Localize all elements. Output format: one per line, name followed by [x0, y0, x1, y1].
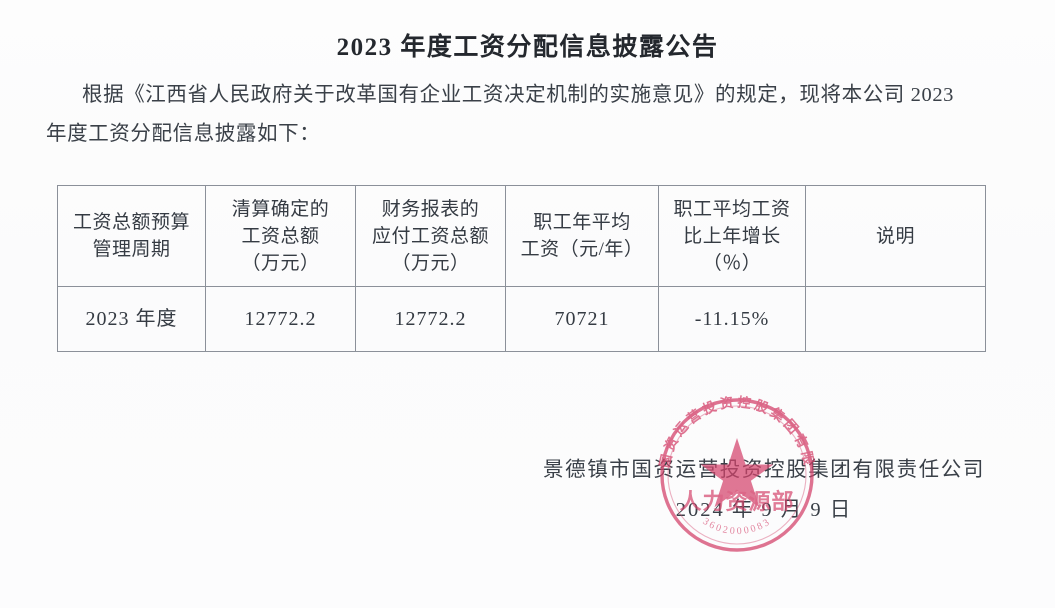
cell-yoy-growth: -11.15%	[658, 286, 806, 352]
paragraph-line-1-text: 根据《江西省人民政府关于改革国有企业工资决定机制的实施意见》的规定，现将本公司 …	[82, 84, 955, 106]
header-text-line: 工资（元/年）	[520, 239, 644, 260]
cell-settled-total-wage: 12772.2	[205, 286, 356, 352]
header-text-line: 工资总额预算	[72, 212, 190, 233]
table-row: 2023 年度 12772.2 12772.2 70721 -11.15%	[57, 286, 986, 352]
header-text-line: （万元）	[241, 252, 320, 274]
signature-company-name: 景德镇市国资运营投资控股集团有限责任公司	[543, 459, 985, 481]
header-text-line: 工资总额	[241, 225, 320, 247]
header-text-line: 职工年平均	[533, 212, 631, 233]
header-cell-budget-period: 工资总额预算 管理周期	[57, 185, 206, 287]
document-title: 2023 年度工资分配信息披露公告	[336, 34, 719, 61]
wage-disclosure-table: 工资总额预算 管理周期 清算确定的 工资总额 （万元） 财务报表的 应付工资总额…	[57, 185, 986, 352]
header-text-line: 说明	[875, 225, 915, 247]
paragraph-line-2: 年度工资分配信息披露如下：	[46, 123, 321, 145]
header-cell-remark: 说明	[805, 185, 986, 287]
header-cell-yoy-growth: 职工平均工资 比上年增长 （％）	[658, 185, 806, 287]
cell-statement-payable-wage: 12772.2	[355, 286, 506, 352]
header-text-line: 财务报表的	[381, 198, 480, 220]
header-text-line: 管理周期	[92, 239, 171, 260]
header-text-line: 清算确定的	[231, 198, 330, 220]
signature-block: 景德镇市国资运营投资控股集团有限责任公司 2024 年 9 月 9 日	[543, 450, 985, 530]
header-text-line: 比上年增长	[683, 225, 781, 247]
signature-date: 2024 年 9 月 9 日	[675, 499, 853, 521]
header-text-line: （％）	[702, 252, 762, 274]
document-paragraph: 根据《江西省人民政府关于改革国有企业工资决定机制的实施意见》的规定，现将本公司 …	[46, 76, 1021, 154]
header-cell-avg-annual-wage: 职工年平均 工资（元/年）	[505, 185, 659, 287]
cell-avg-annual-wage: 70721	[505, 286, 659, 352]
header-text-line: 职工平均工资	[673, 198, 791, 220]
table-header-row: 工资总额预算 管理周期 清算确定的 工资总额 （万元） 财务报表的 应付工资总额…	[57, 185, 986, 287]
cell-budget-period: 2023 年度	[57, 286, 206, 352]
cell-remark	[805, 286, 986, 352]
header-text-line: 应付工资总额	[371, 225, 489, 247]
header-cell-statement-payable-wage: 财务报表的 应付工资总额 （万元）	[355, 185, 506, 287]
header-text-line: （万元）	[391, 252, 470, 274]
header-cell-settled-total-wage: 清算确定的 工资总额 （万元）	[205, 185, 356, 287]
paragraph-line-1: 根据《江西省人民政府关于改革国有企业工资决定机制的实施意见》的规定，现将本公司 …	[46, 76, 1021, 115]
